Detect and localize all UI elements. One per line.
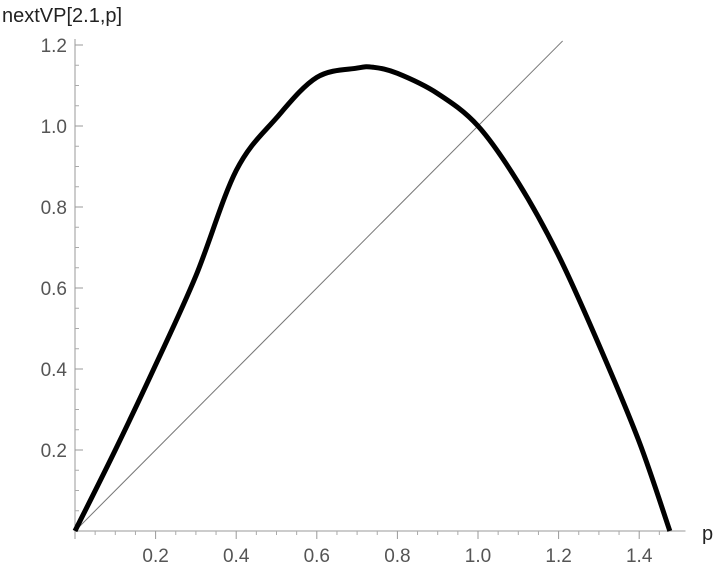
y-tick-label: 1.0 — [41, 117, 67, 138]
x-tick-label: 0.8 — [384, 546, 410, 567]
y-tick-label: 0.6 — [41, 279, 67, 300]
x-tick-label: 0.4 — [223, 546, 250, 567]
y-tick-label: 0.2 — [41, 441, 67, 462]
series-layer — [72, 40, 673, 533]
y-tick-label: 0.8 — [41, 198, 67, 219]
x-tick-label: 0.2 — [142, 546, 168, 567]
y-tick-label: 1.2 — [41, 36, 67, 57]
x-tick-label: 0.6 — [304, 546, 330, 567]
y-tick-label: 0.4 — [41, 360, 68, 381]
series-curve — [72, 64, 673, 533]
tick-labels: 0.2 0.4 0.6 0.8 1.0 1.2 1.4 0.2 0.4 0.6 0.8 1.0 1.2 — [41, 36, 653, 567]
ticks — [75, 44, 660, 539]
y-axis-label: nextVP[2.1,p] — [2, 5, 122, 27]
x-axis-label: p — [702, 523, 713, 545]
series-diagonal — [74, 40, 563, 532]
axes — [74, 39, 686, 539]
x-tick-label: 1.2 — [545, 546, 571, 567]
x-tick-label: 1.0 — [465, 546, 491, 567]
x-tick-label: 1.4 — [626, 546, 653, 567]
